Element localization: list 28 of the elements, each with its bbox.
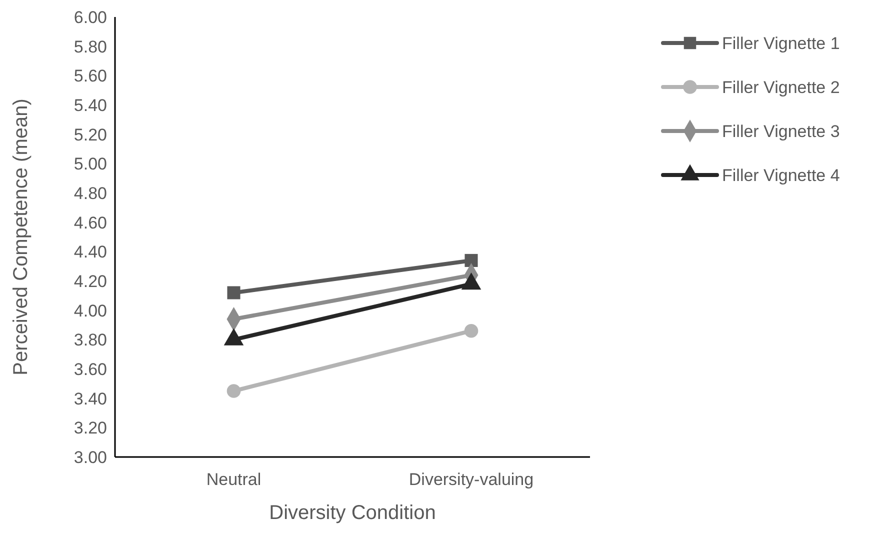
y-tick-label: 4.20 [74, 272, 107, 291]
x-axis-title: Diversity Condition [269, 502, 436, 524]
y-tick-label: 5.40 [74, 96, 107, 115]
point [464, 324, 478, 338]
y-tick-label: 4.80 [74, 184, 107, 203]
x-tick-label: Diversity-valuing [408, 470, 534, 489]
y-tick-label: 3.40 [74, 389, 107, 408]
y-tick-label: 4.40 [74, 242, 107, 262]
y-tick-label: 6.00 [74, 8, 107, 27]
y-tick-label: 5.80 [74, 37, 107, 56]
y-tick-label: 3.20 [74, 418, 107, 438]
y-tick-label: 5.20 [74, 125, 107, 144]
y-axis-title: Perceived Competence (mean) [10, 98, 32, 376]
y-tick-label: 5.60 [74, 66, 107, 86]
y-tick-label: 4.60 [74, 213, 107, 232]
y-tick-label: 3.00 [74, 448, 107, 467]
legend-label: Filler Vignette 3 [722, 122, 840, 141]
y-tick-label: 3.60 [74, 360, 107, 379]
legend-label: Filler Vignette 2 [722, 78, 840, 97]
legend-label: Filler Vignette 1 [722, 34, 840, 53]
y-tick-label: 3.80 [74, 330, 107, 350]
x-tick-label: Neutral [206, 470, 262, 489]
legend-label: Filler Vignette 4 [722, 166, 840, 185]
point [227, 286, 240, 300]
point [226, 384, 241, 398]
point [464, 254, 478, 267]
y-tick-label: 5.00 [74, 154, 107, 174]
y-tick-label: 4.00 [74, 301, 107, 320]
